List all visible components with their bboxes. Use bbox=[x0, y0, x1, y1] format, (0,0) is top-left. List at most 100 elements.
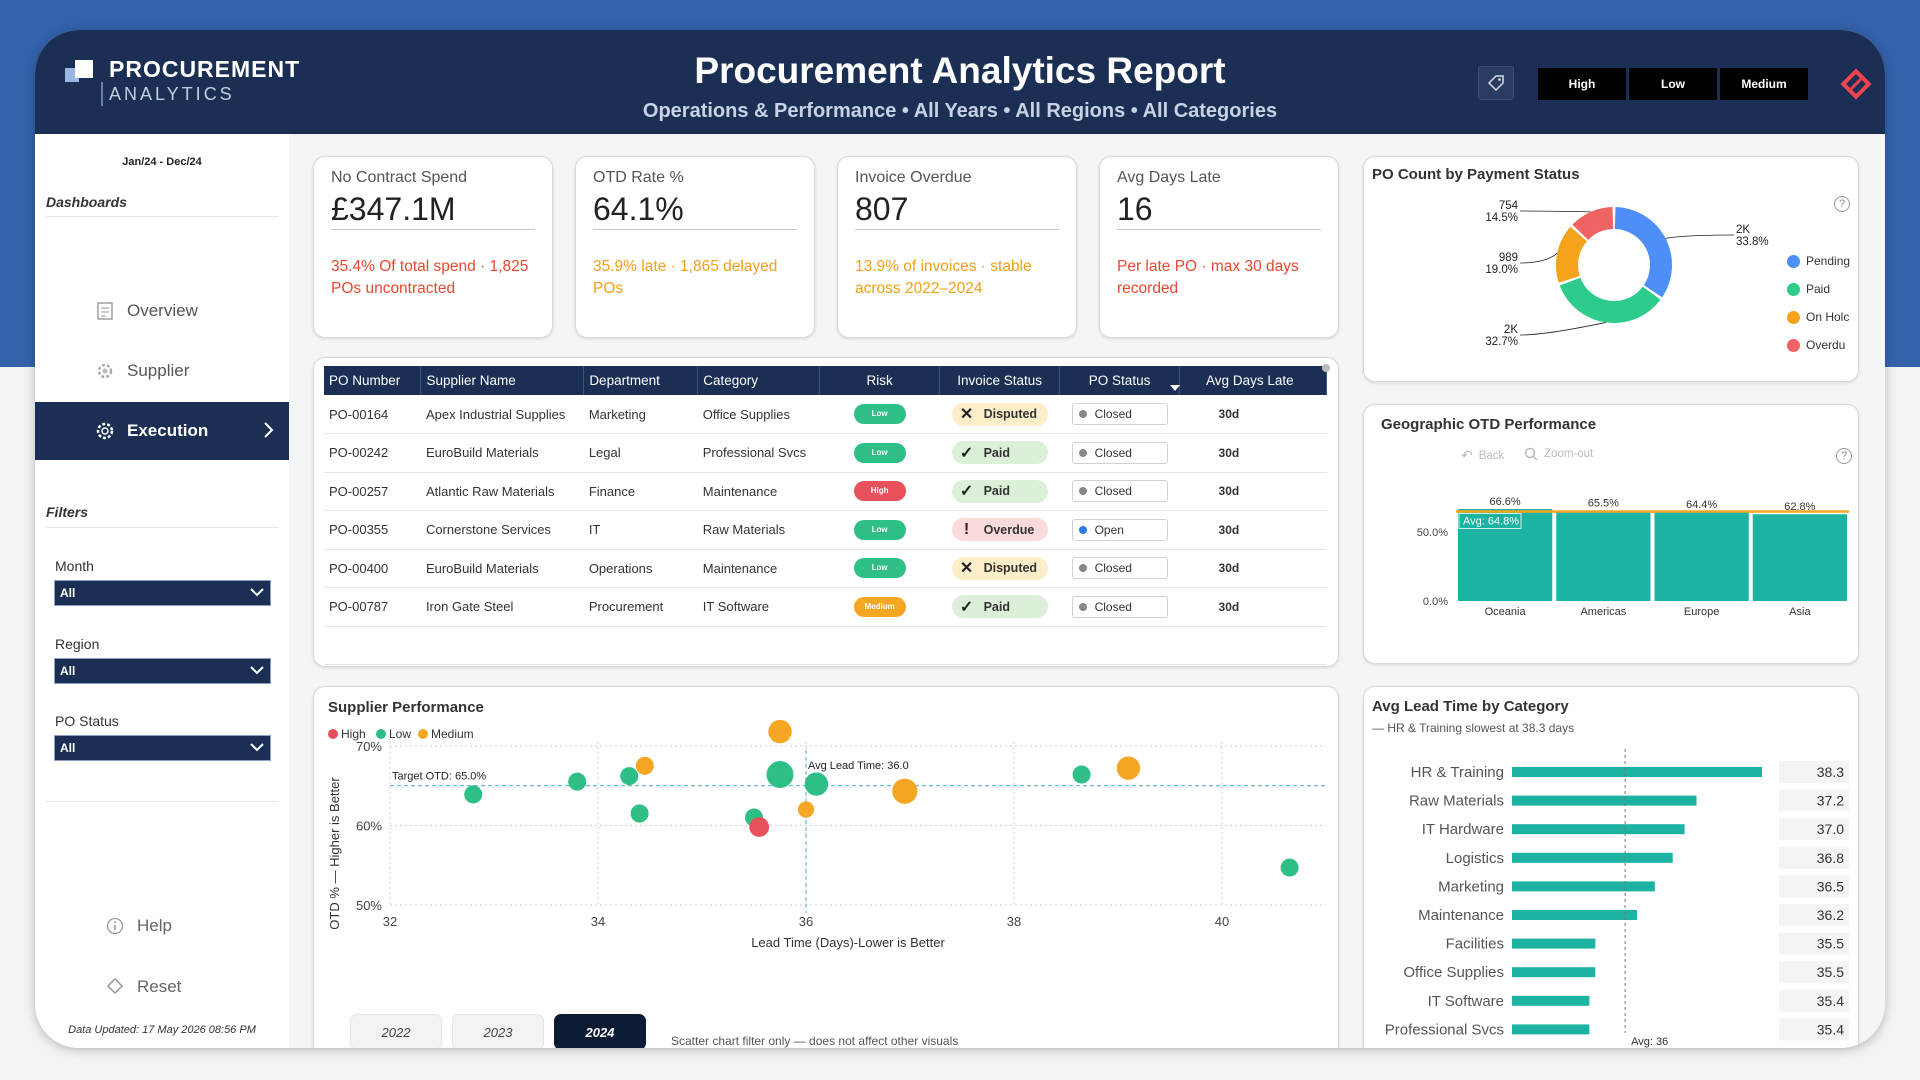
legend-label: Low bbox=[389, 727, 412, 741]
category-cell: IT Software bbox=[697, 587, 820, 627]
invoice-status-badge: ✕ Disputed bbox=[951, 556, 1048, 580]
legend-item[interactable]: Pending bbox=[1787, 254, 1850, 268]
logo-subtitle: ANALYTICS bbox=[109, 84, 235, 104]
help-icon[interactable]: ? bbox=[1834, 196, 1850, 212]
help-link[interactable]: Help bbox=[105, 916, 172, 936]
po-status-filter-select[interactable]: All bbox=[54, 735, 271, 761]
data-label: 38.3 bbox=[1817, 764, 1844, 780]
lead-time-chart: HR & Training 38.3 Raw Materials 37.2 IT Har… bbox=[1385, 749, 1849, 1048]
legend-swatch bbox=[1787, 310, 1800, 324]
supplier-cell: EuroBuild Materials bbox=[420, 433, 584, 473]
po-number-cell: PO-00400 bbox=[324, 549, 421, 588]
reset-link[interactable]: Reset bbox=[105, 977, 181, 997]
supplier-cell: Cornerstone Services bbox=[420, 510, 584, 550]
column-header[interactable]: Category bbox=[697, 366, 821, 395]
column-header[interactable]: PO Number bbox=[324, 366, 422, 395]
payment-status-card: PO Count by Payment Status ? 2K 33.8% 2K 32… bbox=[1363, 156, 1859, 382]
month-filter-select[interactable]: All bbox=[54, 580, 271, 606]
select-value: All bbox=[60, 664, 76, 678]
scrollbar-thumb[interactable] bbox=[1322, 364, 1330, 372]
avg-label: Avg: 36 bbox=[1631, 1036, 1668, 1048]
year-button-2022[interactable]: 2022 bbox=[350, 1014, 442, 1048]
year-button-2024[interactable]: 2024 bbox=[554, 1014, 646, 1048]
lead-bar bbox=[1512, 1024, 1590, 1035]
table-cell bbox=[420, 626, 584, 665]
filters-heading: Filters bbox=[46, 504, 89, 520]
invoice-status-badge: ✓ Paid bbox=[951, 479, 1048, 503]
data-label: 37.2 bbox=[1817, 793, 1844, 809]
data-label: 2K bbox=[1736, 224, 1750, 236]
help-icon[interactable]: ? bbox=[1836, 448, 1852, 464]
category-label: Marketing bbox=[1438, 878, 1504, 895]
days-late-cell: 30d bbox=[1179, 549, 1327, 588]
nav-supplier[interactable]: Supplier bbox=[35, 342, 289, 400]
po-status-badge: Closed bbox=[1071, 557, 1168, 580]
nav-overview[interactable]: Overview bbox=[35, 282, 289, 340]
column-header[interactable]: Avg Days Late bbox=[1179, 366, 1327, 395]
column-header[interactable]: Invoice Status bbox=[939, 366, 1061, 395]
table-row[interactable]: PO-00355 Cornerstone Services IT Raw Materi… bbox=[324, 510, 1327, 550]
risk-low-button[interactable]: Low bbox=[1629, 68, 1717, 100]
nav-execution[interactable]: Execution bbox=[35, 402, 289, 460]
legend-item[interactable]: Paid bbox=[1787, 282, 1830, 296]
status-dot-icon bbox=[1078, 487, 1087, 496]
invoice-status-cell: ✓ Paid bbox=[939, 433, 1060, 473]
nav-label: Execution bbox=[127, 421, 209, 440]
region-filter-select[interactable]: All bbox=[54, 658, 271, 684]
column-header[interactable]: Supplier Name bbox=[420, 366, 585, 395]
status-dot-icon bbox=[1078, 410, 1087, 418]
y-tick-label: 70% bbox=[356, 739, 382, 754]
po-number-cell: PO-00787 bbox=[324, 587, 421, 627]
chevron-down-icon bbox=[250, 588, 264, 597]
scatter-point-low bbox=[804, 772, 829, 796]
risk-medium-button[interactable]: Medium bbox=[1720, 68, 1808, 100]
table-row[interactable]: PO-00400 EuroBuild Materials Operations Mai… bbox=[324, 549, 1327, 588]
invoice-status-label: Paid bbox=[983, 599, 1010, 614]
eraser-icon bbox=[105, 977, 125, 997]
page-subtitle: Operations & Performance • All Years • A… bbox=[642, 100, 1278, 122]
scatter-point-medium bbox=[768, 719, 792, 744]
data-label: 14.5% bbox=[1485, 212, 1518, 224]
invoice-status-badge: ✕ Disputed bbox=[951, 402, 1048, 426]
logo-icon bbox=[65, 60, 95, 84]
target-label: Target OTD: 65.0% bbox=[392, 771, 486, 783]
days-late-cell: 30d bbox=[1179, 510, 1327, 550]
sidebar: Jan/24 - Dec/24 Dashboards Overview Supp… bbox=[35, 134, 289, 1048]
po-status-label: Closed bbox=[1094, 484, 1132, 499]
lead-time-card: Avg Lead Time by Category — HR & Trainin… bbox=[1363, 686, 1859, 1048]
x-tick-label: Oceania bbox=[1485, 606, 1527, 618]
legend-label: Overdu bbox=[1806, 338, 1846, 352]
table-row[interactable]: PO-00257 Atlantic Raw Materials Finance Mai… bbox=[324, 472, 1327, 511]
sort-desc-icon[interactable] bbox=[1169, 383, 1181, 393]
supplier-cell: EuroBuild Materials bbox=[420, 549, 584, 588]
table-cell bbox=[939, 626, 1060, 665]
y-tick-label: 50.0% bbox=[1417, 527, 1448, 539]
risk-high-button[interactable]: High bbox=[1538, 68, 1626, 100]
po-status-label: Open bbox=[1094, 522, 1124, 537]
bar-europe bbox=[1654, 512, 1749, 601]
year-button-2023[interactable]: 2023 bbox=[452, 1014, 544, 1048]
back-button[interactable]: ↶ Back bbox=[1461, 447, 1504, 464]
eraser-icon[interactable] bbox=[1840, 68, 1872, 100]
reset-label: Reset bbox=[137, 977, 182, 996]
scatter-chart: 32 34 36 38 40 50% 60% 70% Target OTD: 65.0% Avg … bbox=[327, 719, 1326, 950]
month-filter-label: Month bbox=[55, 558, 94, 574]
po-status-cell: Closed bbox=[1059, 433, 1180, 473]
table-row[interactable]: PO-00242 EuroBuild Materials Legal Professi… bbox=[324, 433, 1327, 473]
legend-label: Paid bbox=[1806, 282, 1831, 296]
lead-bar bbox=[1512, 795, 1697, 806]
column-header[interactable]: PO Status bbox=[1059, 366, 1181, 395]
kpi-card-no-contract-spend: No Contract Spend £347.1M 35.4% Of total… bbox=[313, 156, 553, 338]
table-row[interactable]: PO-00164 Apex Industrial Supplies Marketin… bbox=[324, 395, 1327, 434]
table-row[interactable]: PO-00787 Iron Gate Steel Procurement IT Sof… bbox=[324, 587, 1327, 627]
column-header[interactable]: Risk bbox=[819, 366, 941, 395]
scatter-point-low bbox=[568, 772, 587, 791]
column-header[interactable]: Department bbox=[583, 366, 699, 395]
zoom-out-button[interactable]: Zoom-out bbox=[1524, 447, 1593, 461]
chart-title: Supplier Performance bbox=[328, 699, 484, 716]
category-cell: Office Supplies bbox=[697, 395, 820, 434]
tag-button[interactable] bbox=[1478, 66, 1514, 100]
legend-item[interactable]: Overdu bbox=[1787, 338, 1845, 352]
legend-item[interactable]: On Holc bbox=[1787, 310, 1849, 324]
